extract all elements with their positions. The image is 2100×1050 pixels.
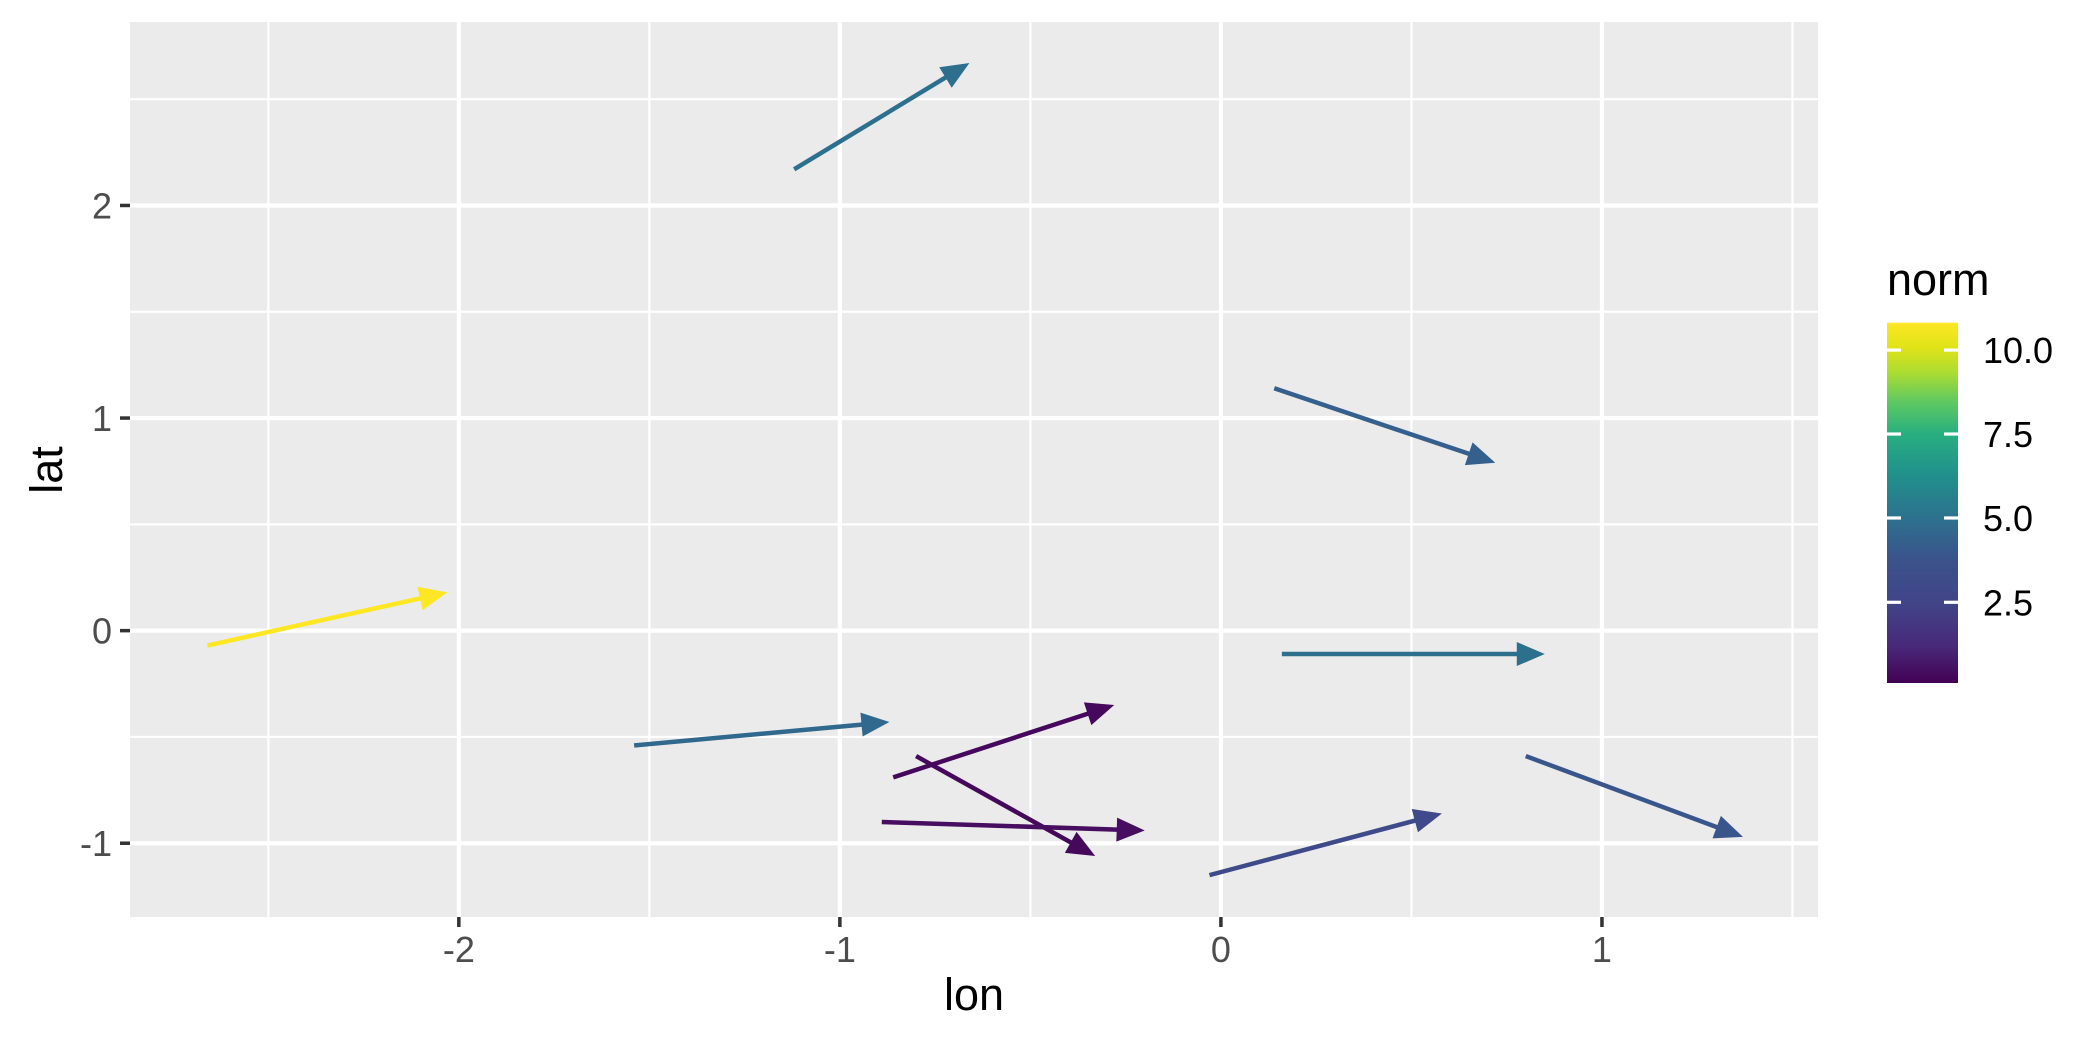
- arrow-head: [1516, 642, 1545, 667]
- vector-arrow: [206, 586, 448, 648]
- vector-arrow: [1524, 753, 1743, 839]
- vector-arrow: [1273, 386, 1496, 466]
- vector-arrow: [792, 63, 970, 172]
- arrow-head: [939, 63, 970, 88]
- vector-arrow: [1208, 809, 1442, 878]
- vector-arrow: [892, 702, 1115, 780]
- arrow-shaft: [881, 819, 1133, 833]
- arrow-head: [860, 712, 890, 737]
- x-tick-label: 1: [1592, 929, 1612, 970]
- vector-arrows: [206, 63, 1743, 878]
- legend-norm: norm 10.0 7.5 5.0 2.5: [1887, 254, 2053, 683]
- legend-tick-label: 10.0: [1983, 330, 2053, 371]
- legend-colorbar: [1887, 322, 1958, 683]
- y-tick-label: 1: [92, 398, 112, 439]
- arrow-shaft: [1208, 814, 1431, 878]
- vector-arrow: [914, 754, 1096, 856]
- y-tick-label: 0: [92, 611, 112, 652]
- y-axis-title: lat: [21, 446, 72, 494]
- arrow-head: [1712, 815, 1743, 839]
- arrow-shaft: [206, 592, 436, 648]
- legend-title: norm: [1887, 254, 1990, 305]
- arrow-shaft: [1524, 753, 1732, 835]
- x-tick-label: -1: [824, 929, 856, 970]
- arrow-head: [1411, 809, 1442, 833]
- arrow-head: [1083, 702, 1115, 726]
- legend-tick-label: 7.5: [1983, 414, 2033, 455]
- arrow-head: [1116, 817, 1145, 842]
- legend-tick-label: 2.5: [1983, 582, 2033, 623]
- x-axis-title: lon: [944, 969, 1004, 1020]
- x-tick-label: -2: [443, 929, 475, 970]
- arrow-shaft: [892, 706, 1103, 780]
- arrow-shaft: [633, 720, 878, 748]
- arrow-shaft: [1273, 386, 1485, 461]
- panel-background: [130, 22, 1818, 917]
- arrow-head: [417, 586, 448, 611]
- legend-tick-label: 5.0: [1983, 498, 2033, 539]
- arrow-shaft: [792, 67, 960, 172]
- vector-arrow: [633, 712, 890, 748]
- major-gridlines: [130, 22, 1818, 917]
- vector-arrow: [881, 817, 1145, 842]
- x-tick-label: 0: [1211, 929, 1231, 970]
- y-tick-label: -1: [80, 823, 112, 864]
- vector-arrow: [1281, 642, 1545, 667]
- axis-ticks: -2 -1 0 1 2 1 0 -1: [80, 185, 1612, 970]
- minor-gridlines: [130, 22, 1818, 917]
- y-tick-label: 2: [92, 185, 112, 226]
- arrow-head: [1064, 831, 1096, 856]
- arrow-head: [1464, 442, 1496, 466]
- arrow-shaft: [914, 754, 1086, 852]
